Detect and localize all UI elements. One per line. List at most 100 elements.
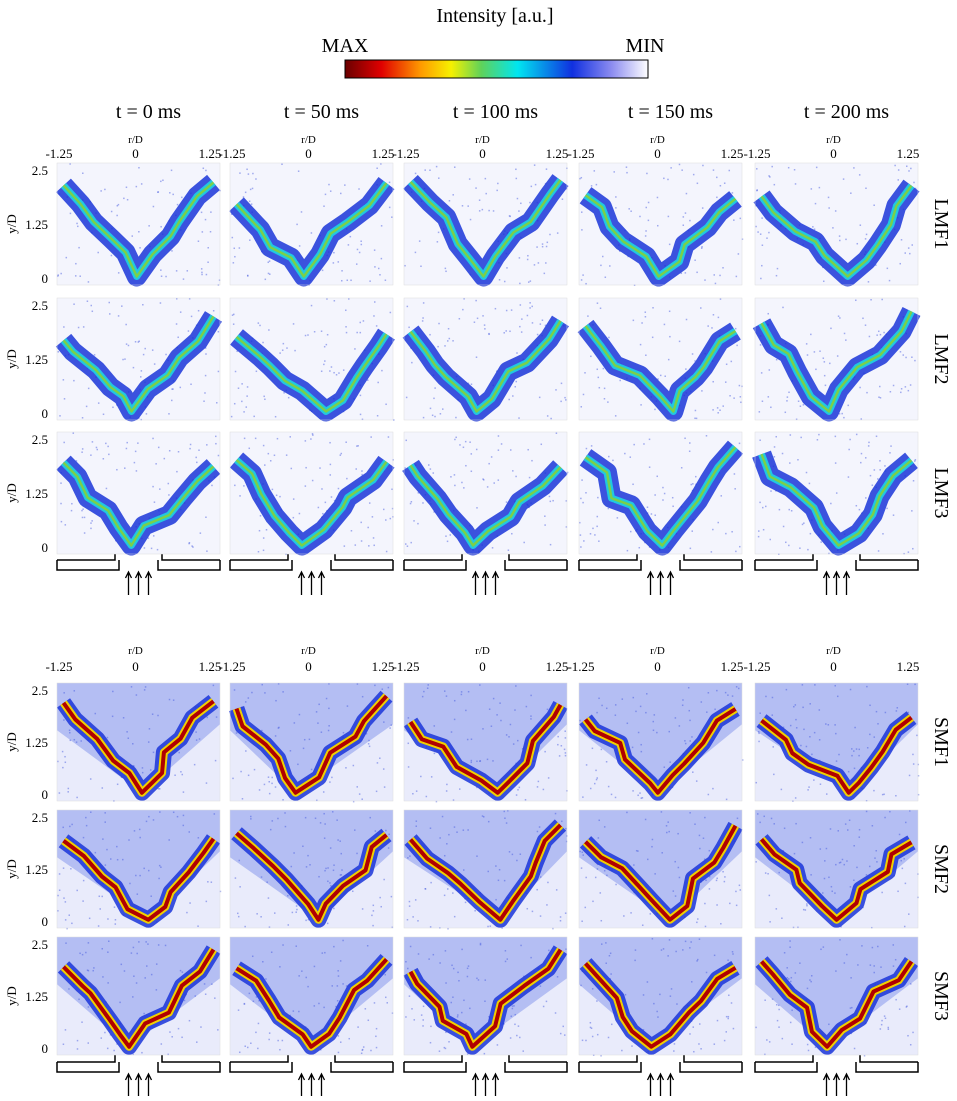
noise <box>128 345 130 347</box>
noise <box>323 791 325 793</box>
noise <box>755 861 757 863</box>
x-axis-label: r/D <box>475 645 490 657</box>
noise <box>766 1039 768 1041</box>
y-tick-label: 2.5 <box>32 163 48 178</box>
noise <box>868 281 870 283</box>
noise <box>459 318 461 320</box>
noise <box>249 448 251 450</box>
x-axis-label: r/D <box>128 134 143 146</box>
noise <box>874 469 876 471</box>
noise <box>894 165 896 167</box>
noise <box>720 298 722 300</box>
noise <box>69 914 71 916</box>
noise <box>286 454 288 456</box>
noise <box>757 231 759 233</box>
noise <box>331 366 333 368</box>
noise <box>346 332 348 334</box>
noise <box>556 432 558 434</box>
noise <box>414 1019 416 1021</box>
noise <box>545 262 547 264</box>
noise <box>776 275 778 277</box>
noise <box>869 336 871 338</box>
noise <box>904 252 906 254</box>
noise <box>881 299 883 301</box>
noise <box>908 551 910 553</box>
noise <box>181 1037 183 1039</box>
noise <box>902 868 904 870</box>
noise <box>135 341 137 343</box>
noise <box>719 409 721 411</box>
noise <box>611 1024 613 1026</box>
y-axis-label: y/D <box>4 214 19 234</box>
noise <box>268 273 270 275</box>
x-tick-label: 1.25 <box>546 146 569 161</box>
noise <box>560 401 562 403</box>
noise <box>900 351 902 353</box>
noise <box>144 348 146 350</box>
noise <box>430 408 432 410</box>
noise <box>378 268 380 270</box>
noise <box>373 537 375 539</box>
noise <box>755 1027 757 1029</box>
noise <box>488 210 490 212</box>
noise <box>912 754 914 756</box>
noise <box>717 1020 719 1022</box>
flow-arrow <box>473 572 479 595</box>
noise <box>255 178 257 180</box>
y-tick-label: 0 <box>42 914 49 929</box>
nozzle-right <box>856 552 918 570</box>
noise <box>243 196 245 198</box>
noise <box>132 235 134 237</box>
noise <box>735 551 737 553</box>
flow-arrow <box>483 572 489 595</box>
noise <box>492 547 494 549</box>
noise <box>915 459 917 461</box>
noise <box>205 170 207 172</box>
noise <box>694 418 696 420</box>
noise <box>797 459 799 461</box>
noise <box>266 529 268 531</box>
noise <box>689 220 691 222</box>
noise <box>359 793 361 795</box>
noise <box>885 1018 887 1020</box>
noise <box>774 184 776 186</box>
noise <box>600 308 602 310</box>
noise <box>787 396 789 398</box>
noise <box>305 440 307 442</box>
y-axis-label: y/D <box>4 986 19 1006</box>
noise <box>383 509 385 511</box>
noise <box>169 192 171 194</box>
nozzle-schematic <box>404 552 567 595</box>
flow-arrow <box>473 1074 479 1096</box>
noise <box>65 919 67 921</box>
flame-image <box>230 163 393 286</box>
noise <box>107 446 109 448</box>
noise <box>870 299 872 301</box>
noise <box>679 341 681 343</box>
noise <box>103 458 105 460</box>
noise <box>803 909 805 911</box>
noise <box>778 1026 780 1028</box>
noise <box>498 435 500 437</box>
noise <box>136 186 138 188</box>
flow-arrow <box>309 572 315 595</box>
noise <box>189 448 191 450</box>
noise <box>447 541 449 543</box>
noise <box>88 281 90 283</box>
noise <box>75 263 77 265</box>
noise <box>305 467 307 469</box>
noise <box>519 283 521 285</box>
noise <box>786 400 788 402</box>
noise <box>669 336 671 338</box>
noise <box>82 173 84 175</box>
x-axis-label: r/D <box>301 134 316 146</box>
noise <box>590 788 592 790</box>
noise <box>326 298 328 300</box>
noise <box>876 436 878 438</box>
noise <box>463 298 465 300</box>
noise <box>205 353 207 355</box>
noise <box>580 498 582 500</box>
noise <box>564 397 566 399</box>
noise <box>117 205 119 207</box>
noise <box>177 204 179 206</box>
